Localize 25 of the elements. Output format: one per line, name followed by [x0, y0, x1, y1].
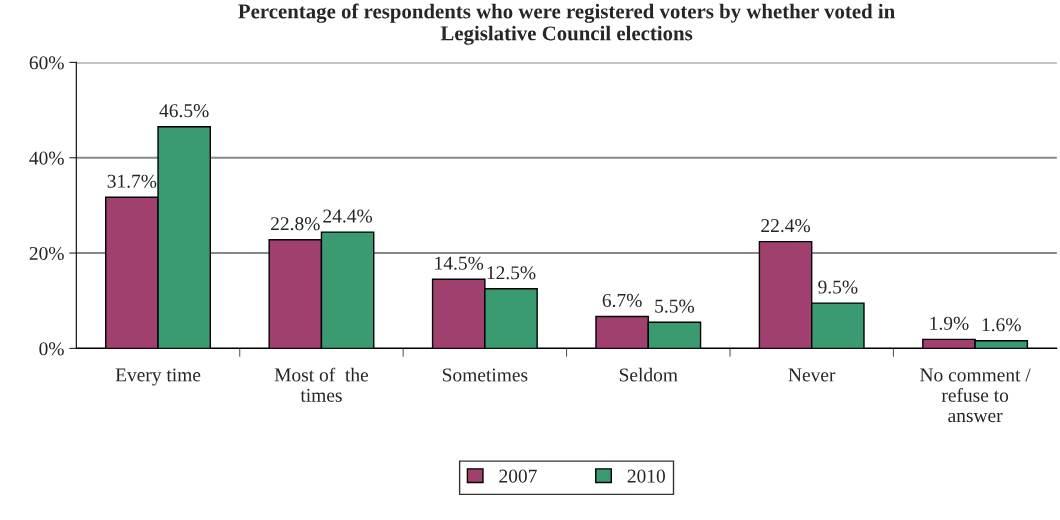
chart-title: Percentage of respondents who were registered voters by whether voted in Legislative Council elections — [238, 3, 895, 45]
x-tick-label: Sometimes — [442, 368, 528, 382]
y-tick-label: 40% — [29, 151, 64, 165]
data-label: 22.4% — [761, 219, 810, 233]
data-label: 46.5% — [159, 104, 209, 118]
data-label: 6.7% — [602, 293, 642, 308]
data-label: 14.5% — [435, 256, 484, 270]
data-label: 9.5% — [818, 280, 858, 294]
data-label: 1.6% — [982, 318, 1021, 332]
data-label: 22.8% — [271, 217, 320, 231]
data-label: 31.7% — [107, 174, 157, 188]
legend-label: 2007 — [499, 469, 537, 483]
data-label: 5.5% — [655, 299, 695, 313]
data-label: 12.5% — [487, 266, 536, 280]
y-tick-label: 20% — [29, 246, 64, 261]
x-tick-label: Never — [788, 368, 836, 382]
data-label: 1.9% — [930, 316, 969, 330]
data-label: 24.4% — [323, 209, 373, 223]
y-tick-label: 60% — [29, 56, 64, 70]
x-tick-label: Every time — [115, 368, 201, 386]
x-tick-label: No comment / refuse to answer — [920, 368, 1031, 423]
y-tick-label: 0% — [39, 342, 64, 356]
legend-label: 2010 — [627, 469, 665, 483]
x-tick-label: Most of the times — [274, 367, 369, 402]
x-tick-label: Seldom — [619, 367, 678, 382]
